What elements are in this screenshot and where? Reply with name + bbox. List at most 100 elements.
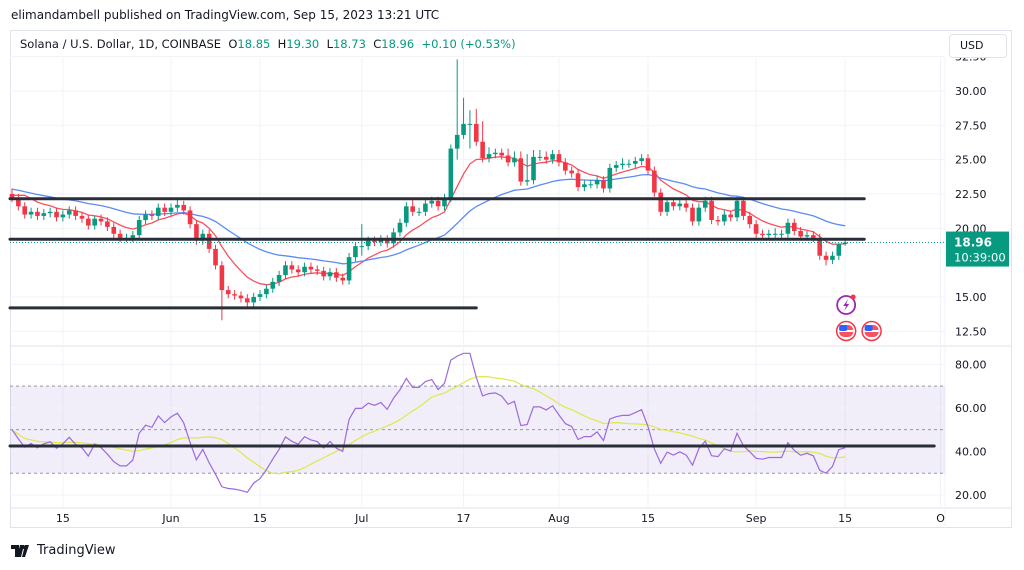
candle [353,242,358,262]
candle-body [302,266,307,273]
candle [836,243,842,260]
symbol-legend: Solana / U.S. Dollar, 1D, COINBASE O18.8… [20,37,516,51]
candle-body [543,156,549,160]
time-tick-label: Aug [548,512,569,525]
candle-body [162,207,167,212]
brand-name: TradingView [37,543,116,558]
candle [683,199,689,212]
candle-body [518,158,524,182]
candle [308,262,314,274]
candle-body [245,298,250,303]
candle [264,284,269,299]
us-flag-event-icon[interactable] [835,320,857,342]
candle [86,214,91,230]
candle-body [117,233,123,238]
candle-body [35,211,40,216]
candle-body [658,192,664,212]
candle-body [702,200,708,208]
candle-body [9,193,15,199]
low-label: L [326,37,333,51]
candle [575,169,581,192]
open-label: O [228,37,238,51]
candle-body [410,206,415,212]
us-flag-event-icon[interactable] [861,320,882,342]
candle-body [22,206,28,215]
candle [410,199,415,216]
time-tick-label: Jun [161,512,179,525]
candle [423,199,428,216]
candle-body [683,203,689,208]
candle-body [372,240,377,243]
tradingview-logo[interactable]: TradingView [11,543,116,558]
candle [582,180,587,192]
flag-canton [864,325,873,331]
candle [60,210,66,222]
candle [454,59,460,160]
candle-body [423,203,428,212]
candle-body [270,281,276,289]
candle-body [722,214,727,222]
candle [480,121,485,163]
candle [187,206,193,229]
candle-body [28,211,34,215]
candle-body [251,296,256,303]
price-tick-label: 27.50 [955,119,987,132]
candle [384,235,390,248]
candle-body [671,202,676,207]
high-label: H [277,37,287,51]
candle [779,229,784,238]
candle-body [47,211,53,214]
open-value: 18.85 [237,37,271,51]
candle-body [92,218,97,226]
candle [295,265,301,277]
candle [149,210,155,221]
candle [677,199,683,211]
candle-body [105,221,110,227]
candle [594,176,600,189]
candle [499,148,505,160]
close-value: 18.96 [381,37,415,51]
candle [270,277,276,293]
candle-body [556,154,562,163]
rsi-tick-label: 60.00 [955,402,987,415]
candle-body [645,158,651,171]
candle [760,229,765,240]
publisher-line: elimandambell published on TradingView.c… [11,8,440,22]
candle-body [334,272,339,278]
candle-body [353,246,358,258]
candle-body [588,184,594,186]
candle [79,211,85,223]
lightning-event-icon[interactable] [836,294,857,315]
time-tick-label: Jul [354,512,368,525]
rsi-line [11,352,846,494]
candle [334,268,339,282]
candle [626,159,632,168]
candle-body [73,210,78,216]
candle-body [620,163,625,166]
candle-body [467,123,473,125]
symbol-name[interactable]: Solana / U.S. Dollar, 1D, COINBASE [20,37,222,51]
candle-body [219,265,225,291]
candle-body [632,160,638,164]
currency-button[interactable]: USD [949,34,1007,58]
time-tick-label: O [936,512,945,525]
candle-body [448,148,454,199]
candle-body [308,266,314,270]
candle [340,273,346,285]
candle [225,285,231,299]
candle-body [524,180,530,182]
candle-body [569,170,574,174]
chart-frame [10,30,1012,528]
candle-body [664,202,670,212]
candle [232,290,237,300]
last-price-badge [946,231,1009,267]
candle [601,176,606,193]
candle-body [747,215,753,225]
candle [251,292,256,307]
low-value: 18.73 [332,37,366,51]
candle-body [168,207,174,212]
close-label: C [373,37,382,51]
candle-body [346,257,352,281]
candle [690,203,695,226]
